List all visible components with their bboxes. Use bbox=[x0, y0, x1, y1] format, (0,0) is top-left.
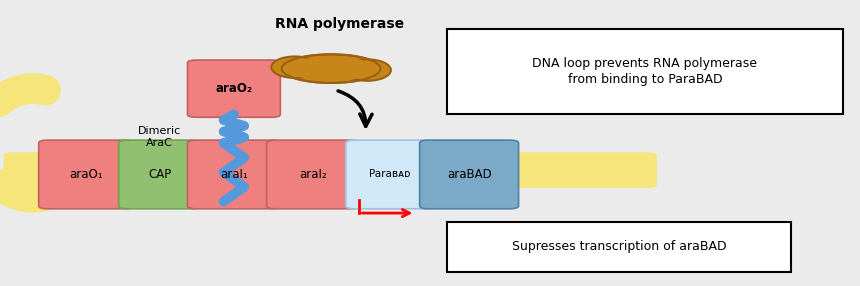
FancyBboxPatch shape bbox=[447, 222, 791, 272]
Ellipse shape bbox=[343, 59, 390, 81]
Text: CAP: CAP bbox=[148, 168, 171, 181]
Text: Dimeric
AraC: Dimeric AraC bbox=[138, 126, 181, 148]
Ellipse shape bbox=[272, 57, 318, 78]
FancyBboxPatch shape bbox=[501, 153, 656, 187]
Text: RNA polymerase: RNA polymerase bbox=[275, 17, 404, 31]
Text: DNA loop prevents RNA polymerase
from binding to ParaBAD: DNA loop prevents RNA polymerase from bi… bbox=[532, 57, 758, 86]
Text: araBAD: araBAD bbox=[446, 168, 492, 181]
FancyBboxPatch shape bbox=[447, 29, 843, 114]
Text: araI₂: araI₂ bbox=[299, 168, 327, 181]
FancyBboxPatch shape bbox=[39, 140, 133, 209]
FancyBboxPatch shape bbox=[187, 140, 280, 209]
FancyArrowPatch shape bbox=[338, 91, 372, 126]
FancyBboxPatch shape bbox=[4, 153, 520, 187]
Text: araO₂: araO₂ bbox=[215, 82, 253, 95]
Text: araO₁: araO₁ bbox=[69, 168, 103, 181]
FancyBboxPatch shape bbox=[346, 140, 433, 209]
FancyBboxPatch shape bbox=[187, 60, 280, 117]
Text: Paraʙᴀᴅ: Paraʙᴀᴅ bbox=[369, 170, 410, 179]
Ellipse shape bbox=[288, 56, 374, 81]
Text: Supresses transcription of araBAD: Supresses transcription of araBAD bbox=[512, 240, 727, 253]
FancyBboxPatch shape bbox=[267, 140, 359, 209]
Text: araI₁: araI₁ bbox=[220, 168, 248, 181]
FancyBboxPatch shape bbox=[420, 140, 519, 209]
FancyBboxPatch shape bbox=[119, 140, 200, 209]
Ellipse shape bbox=[282, 54, 380, 83]
